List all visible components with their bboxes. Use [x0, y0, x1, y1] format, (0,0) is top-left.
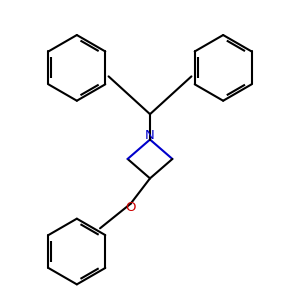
Text: N: N: [145, 130, 155, 142]
Text: O: O: [125, 201, 136, 214]
